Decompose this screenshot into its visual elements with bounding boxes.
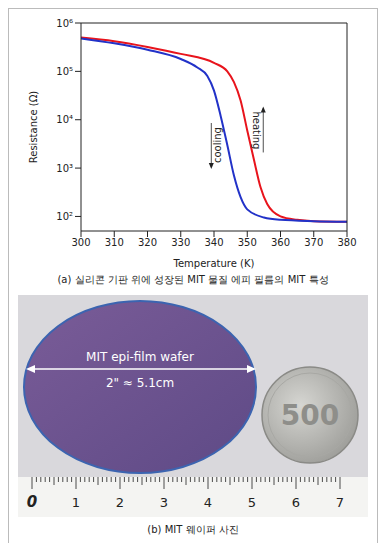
svg-text:10²: 10²	[56, 211, 73, 222]
svg-text:MIT epi-film wafer: MIT epi-film wafer	[86, 350, 194, 364]
svg-text:300: 300	[71, 237, 90, 248]
svg-text:heating: heating	[251, 111, 262, 149]
svg-text:370: 370	[304, 237, 323, 248]
svg-text:cooling: cooling	[212, 127, 223, 163]
svg-text:320: 320	[138, 237, 157, 248]
svg-text:10⁵: 10⁵	[56, 66, 73, 77]
svg-text:10⁴: 10⁴	[56, 114, 73, 125]
html-text:(b) MIT 웨이퍼 사진: (b) MIT 웨이퍼 사진	[147, 524, 239, 535]
svg-text:1: 1	[72, 495, 80, 510]
svg-text:10³: 10³	[56, 163, 73, 174]
svg-text:2" ≈ 5.1cm: 2" ≈ 5.1cm	[106, 376, 174, 390]
svg-text:350: 350	[238, 237, 257, 248]
svg-text:0: 0	[27, 493, 37, 511]
svg-text:330: 330	[171, 237, 190, 248]
svg-text:5: 5	[248, 495, 256, 510]
svg-text:6: 6	[292, 495, 300, 510]
svg-text:10⁶: 10⁶	[56, 18, 73, 29]
svg-text:3: 3	[160, 495, 168, 510]
svg-text:340: 340	[204, 237, 223, 248]
svg-text:4: 4	[204, 495, 212, 510]
svg-text:500: 500	[281, 399, 339, 432]
svg-text:7: 7	[336, 495, 344, 510]
html-text:(a) 실리콘 기판 위에 성장된 MIT 물질 에피 필름: (a) 실리콘 기판 위에 성장된 MIT 물질 에피 필름의 MIT 특성	[57, 274, 329, 285]
svg-text:Temperature (K): Temperature (K)	[173, 258, 255, 269]
svg-text:380: 380	[337, 237, 356, 248]
svg-text:310: 310	[105, 237, 124, 248]
svg-text:360: 360	[271, 237, 290, 248]
svg-text:Resistance (Ω): Resistance (Ω)	[28, 91, 39, 164]
svg-text:2: 2	[116, 495, 124, 510]
